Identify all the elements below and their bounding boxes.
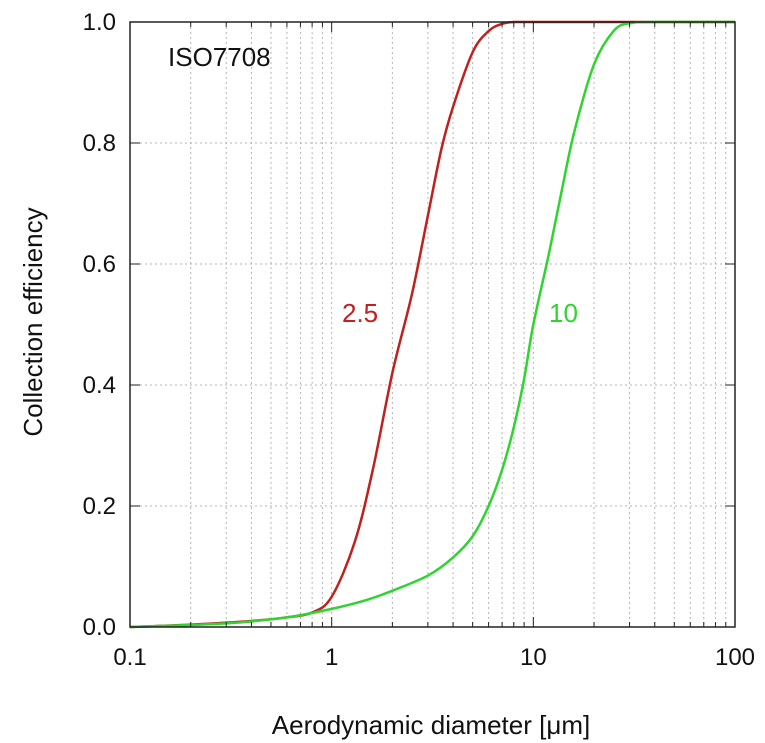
x-axis-title: Aerodynamic diameter [μm]: [272, 710, 590, 740]
tick-labels: 0.1 1 10 100 0.0 0.2 0.4 0.6 0.8 1.0: [83, 9, 755, 671]
plot-frame: [129, 21, 736, 628]
series-group: [129, 20, 735, 629]
x-tick-label: 0.1: [113, 644, 146, 671]
y-tick-label: 0.4: [83, 372, 116, 399]
x-tick-label: 10: [520, 644, 547, 671]
grid: [130, 22, 735, 627]
ticks: [130, 21, 735, 628]
series-line-2-5: [129, 20, 735, 629]
curve-label-10: 10: [549, 298, 578, 328]
y-tick-label: 0.2: [83, 493, 116, 520]
y-axis-title: Collection efficiency: [18, 207, 48, 436]
y-tick-label: 0.0: [83, 614, 116, 641]
x-tick-label: 1: [325, 644, 338, 671]
series-line-10: [129, 20, 735, 629]
x-tick-label: 100: [715, 644, 755, 671]
y-tick-label: 0.8: [83, 130, 116, 157]
curve-label-2-5: 2.5: [342, 298, 378, 328]
y-tick-label: 0.6: [83, 251, 116, 278]
annotation-iso7708: ISO7708: [168, 42, 271, 72]
y-tick-label: 1.0: [83, 9, 116, 36]
